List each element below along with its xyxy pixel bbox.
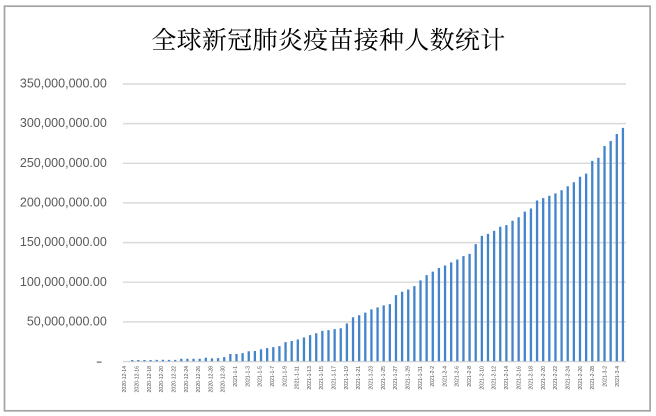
svg-text:2021-1-17: 2021-1-17 [332, 366, 338, 390]
svg-text:100,000,000.00: 100,000,000.00 [20, 275, 107, 289]
svg-text:2020-12-14: 2020-12-14 [122, 366, 128, 393]
svg-text:150,000,000.00: 150,000,000.00 [20, 235, 107, 249]
svg-text:2021-2-28: 2021-2-28 [590, 366, 596, 390]
svg-text:2021-1-11: 2021-1-11 [295, 366, 301, 389]
svg-text:2020-12-28: 2020-12-28 [208, 366, 214, 393]
svg-text:2021-2-14: 2021-2-14 [504, 366, 510, 390]
svg-text:2021-1-1: 2021-1-1 [233, 366, 239, 387]
svg-text:2021-1-15: 2021-1-15 [319, 366, 325, 390]
svg-text:2021-2-2: 2021-2-2 [430, 366, 436, 387]
svg-text:2021-2-6: 2021-2-6 [455, 366, 461, 387]
svg-text:2021-2-26: 2021-2-26 [578, 366, 584, 390]
svg-text:2021-2-4: 2021-2-4 [442, 366, 448, 387]
svg-text:2021-1-19: 2021-1-19 [344, 366, 350, 390]
svg-text:300,000,000.00: 300,000,000.00 [20, 116, 107, 130]
svg-text:2021-1-5: 2021-1-5 [258, 366, 264, 387]
svg-text:2021-2-20: 2021-2-20 [541, 366, 547, 390]
svg-text:2020-12-20: 2020-12-20 [159, 366, 165, 393]
svg-text:2021-2-12: 2021-2-12 [492, 366, 498, 390]
svg-text:2020-12-22: 2020-12-22 [171, 366, 177, 393]
svg-text:350,000,000.00: 350,000,000.00 [20, 77, 107, 91]
svg-text:2020-12-16: 2020-12-16 [135, 366, 141, 393]
svg-text:2020-12-26: 2020-12-26 [196, 366, 202, 393]
svg-text:2020-12-24: 2020-12-24 [184, 366, 190, 393]
svg-text:2021-1-7: 2021-1-7 [270, 366, 276, 387]
svg-text:2021-1-29: 2021-1-29 [405, 366, 411, 390]
svg-text:2021-3-4: 2021-3-4 [615, 366, 621, 387]
svg-text:2021-1-23: 2021-1-23 [369, 366, 375, 390]
svg-text:2021-2-8: 2021-2-8 [467, 366, 473, 387]
svg-text:50,000,000.00: 50,000,000.00 [27, 315, 107, 329]
svg-text:2021-1-21: 2021-1-21 [356, 366, 362, 390]
svg-text:2021-2-18: 2021-2-18 [529, 366, 535, 390]
svg-text:2021-1-31: 2021-1-31 [418, 366, 424, 390]
svg-text:2020-12-18: 2020-12-18 [147, 366, 153, 393]
svg-text:200,000,000.00: 200,000,000.00 [20, 196, 107, 210]
svg-text:2021-1-25: 2021-1-25 [381, 366, 387, 390]
svg-text:250,000,000.00: 250,000,000.00 [20, 156, 107, 170]
svg-text:2021-2-16: 2021-2-16 [516, 366, 522, 390]
svg-text:2021-1-27: 2021-1-27 [393, 366, 399, 390]
svg-text:2021-3-2: 2021-3-2 [602, 366, 608, 387]
svg-text:2021-2-24: 2021-2-24 [566, 366, 572, 390]
svg-text:2021-1-13: 2021-1-13 [307, 366, 313, 390]
svg-text:2021-1-3: 2021-1-3 [245, 366, 251, 387]
svg-text:2021-2-22: 2021-2-22 [553, 366, 559, 390]
svg-text:2021-2-10: 2021-2-10 [479, 366, 485, 390]
svg-text:2021-1-9: 2021-1-9 [282, 366, 288, 387]
svg-text:2020-12-30: 2020-12-30 [221, 366, 227, 393]
